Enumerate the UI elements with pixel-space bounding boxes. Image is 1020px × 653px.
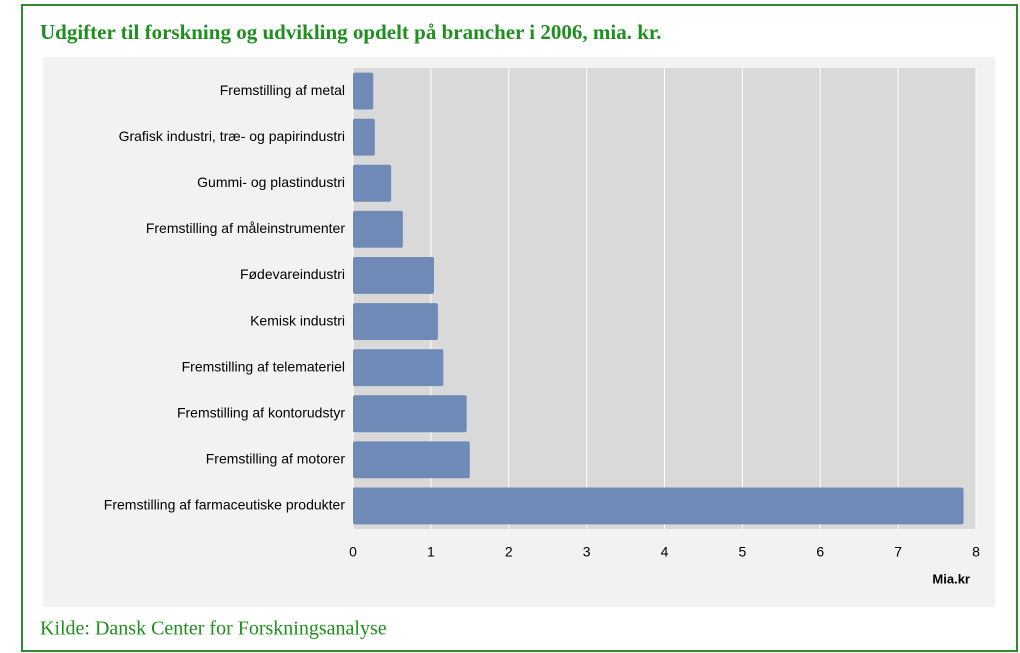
y-tick-label: Fremstilling af motorer — [206, 451, 346, 467]
y-tick-label: Kemisk industri — [250, 312, 345, 328]
y-tick-label: Fødevareindustri — [240, 266, 345, 282]
bar — [353, 303, 438, 340]
x-axis-label: Mia.kr — [932, 571, 970, 586]
x-tick-label: 4 — [661, 544, 669, 560]
bar — [353, 257, 434, 294]
y-tick-label: Fremstilling af metal — [220, 82, 345, 98]
bar — [353, 487, 964, 525]
y-tick-label: Fremstilling af farmaceutiske produkter — [104, 497, 346, 513]
source: Kilde: Dansk Center for Forskningsanalys… — [40, 618, 387, 640]
bar — [353, 118, 375, 156]
bar — [353, 395, 467, 433]
x-tick-label: 2 — [505, 544, 513, 560]
x-tick-label: 5 — [738, 544, 746, 560]
x-tick-label: 6 — [816, 544, 824, 560]
chart-title: Udgifter til forskning og udvikling opde… — [40, 20, 662, 44]
y-tick-label: Fremstilling af måleinstrumenter — [146, 220, 346, 236]
bar — [353, 164, 392, 202]
x-tick-label: 3 — [583, 544, 591, 560]
x-tick-label: 0 — [349, 544, 357, 560]
bar — [353, 210, 403, 248]
bar — [353, 349, 444, 387]
y-tick-label: Fremstilling af telemateriel — [182, 358, 345, 374]
y-tick-label: Gummi- og plastindustri — [197, 174, 345, 190]
x-tick-label: 8 — [972, 544, 980, 560]
bar — [353, 72, 374, 110]
bar — [353, 441, 470, 479]
x-tick-label: 1 — [427, 544, 435, 560]
y-tick-label: Fremstilling af kontorudstyr — [177, 404, 345, 420]
y-tick-label: Grafisk industri, træ- og papirindustri — [119, 128, 345, 144]
x-tick-label: 7 — [894, 544, 902, 560]
